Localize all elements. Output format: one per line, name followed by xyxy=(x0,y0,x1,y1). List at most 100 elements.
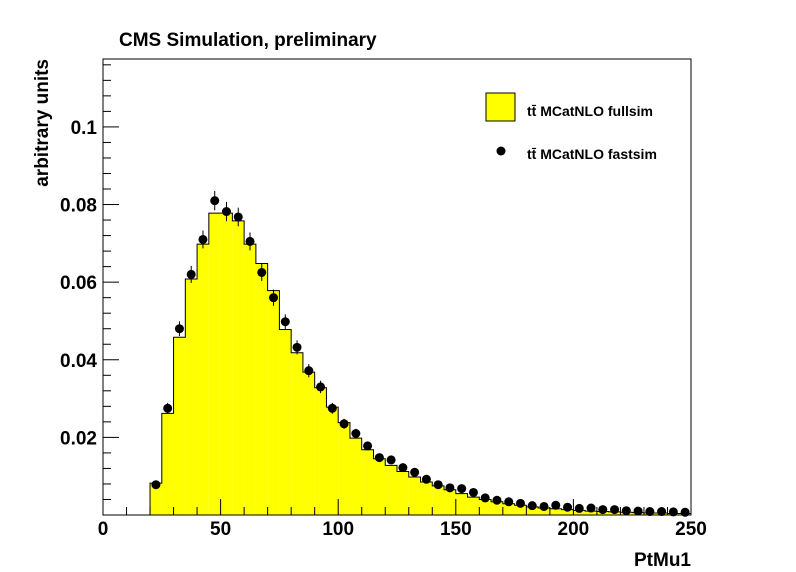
data-point xyxy=(245,236,255,246)
fastsim-markers xyxy=(151,190,690,517)
data-point xyxy=(610,505,620,515)
x-tick-label: 200 xyxy=(558,519,590,540)
plot-frame xyxy=(102,58,692,516)
x-tick-label: 250 xyxy=(675,519,707,540)
data-point xyxy=(421,474,431,484)
histogram-bar xyxy=(514,505,527,515)
data-point xyxy=(221,207,231,217)
histogram-bar xyxy=(585,511,597,515)
y-tick-label: 0.1 xyxy=(71,118,98,139)
histogram-bar xyxy=(150,483,162,515)
histogram-bar xyxy=(291,352,303,515)
x-tick-label: 50 xyxy=(210,519,231,540)
data-point xyxy=(539,501,549,511)
data-point xyxy=(492,495,502,505)
y-tick-label: 0.06 xyxy=(60,273,97,294)
data-point xyxy=(386,455,396,465)
legend-fastsim-marker xyxy=(496,146,506,156)
y-tick-label: 0.02 xyxy=(60,428,97,449)
data-point xyxy=(527,501,537,511)
histogram-bar xyxy=(420,482,433,515)
histogram-bar xyxy=(467,497,480,515)
histogram-bar xyxy=(373,458,386,515)
data-point xyxy=(163,403,173,413)
histogram-bar xyxy=(302,372,315,515)
data-point xyxy=(410,467,420,477)
histogram-bar xyxy=(526,506,539,515)
fullsim-histogram xyxy=(149,212,692,516)
data-point xyxy=(210,196,220,206)
histogram-bar xyxy=(185,279,198,515)
histogram-bar xyxy=(479,499,492,515)
data-point xyxy=(269,293,279,303)
histogram-bar xyxy=(361,449,374,515)
data-point xyxy=(586,503,596,513)
x-tick-label: 100 xyxy=(322,519,354,540)
histogram-bar xyxy=(397,471,409,515)
chart-title: CMS Simulation, preliminary xyxy=(119,30,377,51)
data-point xyxy=(480,493,490,503)
data-point xyxy=(198,234,208,244)
histogram-bar xyxy=(502,503,515,515)
histogram-bar xyxy=(455,493,468,515)
histogram-bar xyxy=(161,413,174,515)
data-point xyxy=(504,497,514,507)
histogram-bar xyxy=(208,213,221,515)
data-point xyxy=(374,453,384,463)
data-point xyxy=(563,502,573,512)
data-point xyxy=(433,480,443,490)
histogram-bar xyxy=(349,438,362,515)
data-point xyxy=(257,267,267,277)
data-point xyxy=(351,429,361,439)
data-point xyxy=(304,366,314,376)
legend-fullsim-label: tt̄ MCatNLO fullsim xyxy=(527,103,653,119)
histogram-bar xyxy=(314,387,327,515)
y-axis: 0.02 0.04 0.06 0.08 0.1 xyxy=(60,64,119,500)
data-point xyxy=(645,507,655,517)
histogram-bar xyxy=(385,465,397,515)
y-axis-label: arbitrary units xyxy=(32,59,53,187)
histogram-bar xyxy=(408,476,421,515)
x-axis-label: PtMu1 xyxy=(634,550,691,571)
data-point xyxy=(151,480,161,490)
histogram-bar xyxy=(197,244,209,516)
data-point xyxy=(280,317,290,327)
data-point xyxy=(174,324,184,334)
x-axis: 0 50 100 150 200 250 xyxy=(98,499,707,540)
histogram-bar xyxy=(561,509,574,515)
histogram-bar xyxy=(549,508,562,515)
data-point xyxy=(233,212,243,222)
data-point xyxy=(621,506,631,516)
histogram-bar xyxy=(255,263,268,515)
data-point xyxy=(668,507,678,517)
data-point xyxy=(633,506,643,516)
histogram-bar xyxy=(244,244,256,516)
data-point xyxy=(327,403,337,413)
histogram-bar xyxy=(538,508,550,515)
y-tick-label: 0.04 xyxy=(60,351,97,372)
data-point xyxy=(598,505,608,515)
data-point xyxy=(445,483,455,493)
data-point xyxy=(574,503,584,513)
histogram-bar xyxy=(444,489,456,515)
data-point xyxy=(316,382,326,392)
histogram-bar xyxy=(338,422,350,515)
histogram-bar xyxy=(267,290,280,515)
histogram-bar xyxy=(232,220,245,515)
legend-fullsim-swatch xyxy=(485,92,516,122)
histogram-bar xyxy=(279,329,292,515)
data-point xyxy=(457,484,467,494)
data-point xyxy=(339,419,349,429)
data-point xyxy=(468,487,478,497)
y-tick-label: 0.08 xyxy=(60,196,97,217)
data-point xyxy=(292,342,302,352)
legend: tt̄ MCatNLO fullsim tt̄ MCatNLO fastsim xyxy=(485,92,657,162)
data-point xyxy=(657,507,667,517)
data-point xyxy=(363,441,373,451)
legend-fastsim-label: tt̄ MCatNLO fastsim xyxy=(527,146,657,162)
histogram-bar xyxy=(220,213,233,515)
x-tick-label: 0 xyxy=(98,519,109,540)
data-point xyxy=(186,269,196,279)
histogram-bar xyxy=(326,407,339,515)
